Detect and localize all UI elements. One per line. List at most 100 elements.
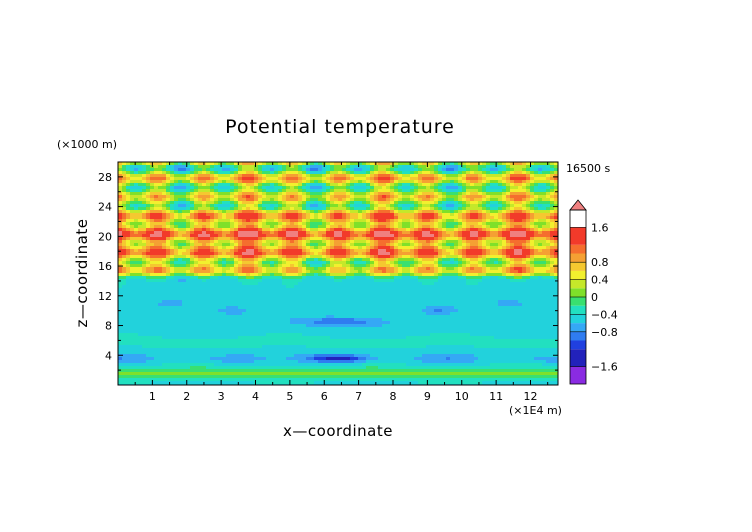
field-cell bbox=[470, 279, 475, 283]
field-cell bbox=[554, 204, 558, 208]
field-cell bbox=[438, 204, 443, 208]
field-cell bbox=[366, 228, 371, 232]
field-cell bbox=[494, 285, 499, 289]
field-cell bbox=[542, 291, 547, 295]
field-cell bbox=[386, 198, 391, 202]
field-cell bbox=[242, 282, 247, 286]
field-cell bbox=[530, 261, 535, 265]
field-cell bbox=[142, 246, 147, 250]
field-cell bbox=[262, 213, 267, 217]
field-cell bbox=[462, 222, 467, 226]
field-cell bbox=[338, 228, 343, 232]
field-cell bbox=[278, 180, 283, 184]
field-cell bbox=[266, 162, 271, 166]
field-cell bbox=[254, 294, 259, 298]
field-cell bbox=[194, 198, 199, 202]
field-cell bbox=[446, 201, 451, 205]
field-cell bbox=[314, 195, 319, 199]
field-cell bbox=[158, 249, 163, 253]
field-cell bbox=[126, 267, 131, 271]
field-cell bbox=[402, 276, 407, 280]
field-cell bbox=[174, 165, 179, 169]
field-cell bbox=[394, 261, 399, 265]
field-cell bbox=[486, 249, 491, 253]
field-cell bbox=[190, 270, 195, 274]
field-cell bbox=[246, 240, 251, 244]
field-cell bbox=[126, 213, 131, 217]
field-cell bbox=[186, 297, 191, 301]
field-cell bbox=[270, 168, 275, 172]
field-cell bbox=[314, 228, 319, 232]
field-cell bbox=[338, 204, 343, 208]
field-cell bbox=[194, 252, 199, 256]
field-cell bbox=[366, 255, 371, 259]
field-cell bbox=[134, 207, 139, 211]
field-cell bbox=[314, 165, 319, 169]
field-cell bbox=[166, 267, 171, 271]
field-cell bbox=[382, 243, 387, 247]
field-cell bbox=[218, 177, 223, 181]
field-cell bbox=[226, 165, 231, 169]
field-cell bbox=[218, 216, 223, 220]
field-cell bbox=[118, 174, 123, 178]
field-cell bbox=[138, 192, 143, 196]
field-cell bbox=[458, 282, 463, 286]
field-cell bbox=[318, 234, 323, 238]
field-cell bbox=[446, 294, 451, 298]
field-cell bbox=[506, 207, 511, 211]
field-cell bbox=[494, 171, 499, 175]
field-cell bbox=[326, 198, 331, 202]
field-cell bbox=[426, 252, 431, 256]
field-cell bbox=[138, 231, 143, 235]
field-cell bbox=[526, 252, 531, 256]
field-cell bbox=[258, 174, 263, 178]
field-cell bbox=[418, 270, 423, 274]
field-cell bbox=[210, 273, 215, 277]
field-cell bbox=[442, 216, 447, 220]
field-cell bbox=[482, 255, 487, 259]
field-cell bbox=[466, 273, 471, 277]
field-cell bbox=[390, 213, 395, 217]
field-cell bbox=[262, 294, 267, 298]
field-cell bbox=[374, 180, 379, 184]
field-cell bbox=[450, 243, 455, 247]
field-cell bbox=[122, 165, 127, 169]
field-cell bbox=[258, 210, 263, 214]
field-cell bbox=[122, 285, 127, 289]
field-cell bbox=[254, 213, 259, 217]
field-cell bbox=[234, 222, 239, 226]
field-cell bbox=[254, 267, 259, 271]
field-cell bbox=[534, 246, 539, 250]
field-cell bbox=[146, 261, 151, 265]
field-cell bbox=[346, 294, 351, 298]
field-cell bbox=[258, 240, 263, 244]
field-cell bbox=[186, 255, 191, 259]
field-cell bbox=[514, 270, 519, 274]
field-cell bbox=[250, 180, 255, 184]
field-cell bbox=[154, 213, 159, 217]
field-cell bbox=[126, 279, 131, 283]
field-cell bbox=[142, 240, 147, 244]
field-cell bbox=[410, 249, 415, 253]
field-cell bbox=[274, 282, 279, 286]
field-cell bbox=[242, 210, 247, 214]
field-cell bbox=[206, 174, 211, 178]
field-cell bbox=[538, 228, 543, 232]
field-cell bbox=[214, 162, 219, 166]
field-cell bbox=[146, 234, 151, 238]
field-cell bbox=[414, 225, 419, 229]
field-cell bbox=[146, 252, 151, 256]
field-cell bbox=[238, 198, 243, 202]
field-cell bbox=[550, 234, 555, 238]
field-cell bbox=[194, 270, 199, 274]
field-cell bbox=[458, 168, 463, 172]
field-cell bbox=[378, 201, 383, 205]
field-cell bbox=[462, 198, 467, 202]
field-cell bbox=[482, 231, 487, 235]
field-cell bbox=[158, 201, 163, 205]
field-cell bbox=[462, 237, 467, 241]
field-cell bbox=[238, 297, 243, 301]
field-cell bbox=[322, 246, 327, 250]
field-cell bbox=[546, 291, 551, 295]
field-cell bbox=[418, 282, 423, 286]
